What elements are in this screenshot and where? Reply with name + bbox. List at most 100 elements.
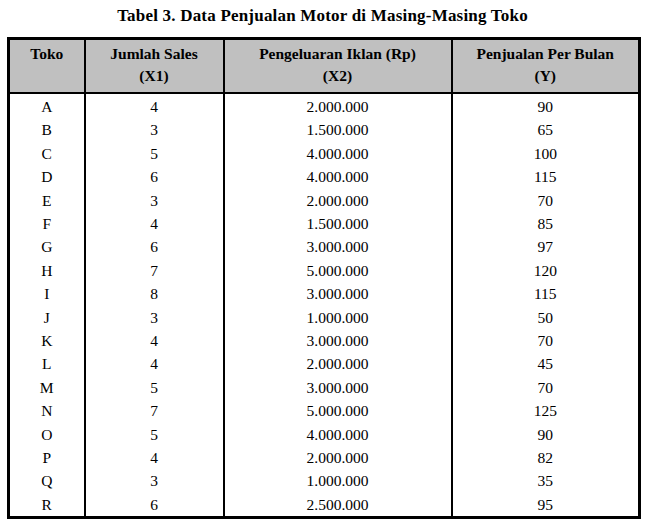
table-body: A42.000.00090B31.500.00065C54.000.000100… xyxy=(9,93,640,518)
cell-x2: 2.000.000 xyxy=(224,446,452,469)
table-row: I83.000.000115 xyxy=(9,282,640,305)
cell-y: 70 xyxy=(452,329,640,352)
cell-toko: B xyxy=(9,118,85,141)
column-header-penjualan-per-bulan: Penjualan Per Bulan (Y) xyxy=(452,39,640,93)
header-row: Toko Jumlah Sales (X1) Pengeluaran Iklan… xyxy=(9,39,640,93)
table-row: D64.000.000115 xyxy=(9,165,640,188)
table-row: R62.500.00095 xyxy=(9,493,640,518)
cell-y: 45 xyxy=(452,352,640,375)
cell-x1: 6 xyxy=(85,235,224,258)
column-header-sublabel: (Y) xyxy=(455,65,637,87)
cell-y: 82 xyxy=(452,446,640,469)
data-table: Toko Jumlah Sales (X1) Pengeluaran Iklan… xyxy=(7,37,641,519)
cell-toko: H xyxy=(9,259,85,282)
column-header-sublabel: (X2) xyxy=(227,65,449,87)
cell-y: 85 xyxy=(452,212,640,235)
cell-x1: 3 xyxy=(85,189,224,212)
cell-x2: 1.000.000 xyxy=(224,469,452,492)
cell-y: 115 xyxy=(452,165,640,188)
cell-x1: 4 xyxy=(85,329,224,352)
column-header-sublabel: (X1) xyxy=(88,65,221,87)
cell-x1: 3 xyxy=(85,118,224,141)
document-page: Tabel 3. Data Penjualan Motor di Masing-… xyxy=(0,0,645,523)
cell-toko: D xyxy=(9,165,85,188)
cell-y: 50 xyxy=(452,306,640,329)
table-row: J31.000.00050 xyxy=(9,306,640,329)
cell-toko: G xyxy=(9,235,85,258)
table-header: Toko Jumlah Sales (X1) Pengeluaran Iklan… xyxy=(9,39,640,93)
column-header-pengeluaran-iklan: Pengeluaran Iklan (Rp) (X2) xyxy=(224,39,452,93)
cell-x2: 4.000.000 xyxy=(224,142,452,165)
cell-y: 70 xyxy=(452,189,640,212)
cell-x1: 4 xyxy=(85,93,224,118)
cell-x2: 3.000.000 xyxy=(224,329,452,352)
cell-x2: 5.000.000 xyxy=(224,259,452,282)
cell-x2: 2.000.000 xyxy=(224,93,452,118)
column-header-label: Toko xyxy=(12,43,82,65)
cell-toko: F xyxy=(9,212,85,235)
table-row: E32.000.00070 xyxy=(9,189,640,212)
cell-toko: Q xyxy=(9,469,85,492)
cell-toko: R xyxy=(9,493,85,518)
cell-toko: J xyxy=(9,306,85,329)
cell-x2: 1.000.000 xyxy=(224,306,452,329)
table-row: G63.000.00097 xyxy=(9,235,640,258)
column-header-label: Pengeluaran Iklan (Rp) xyxy=(227,43,449,65)
table-row: H75.000.000120 xyxy=(9,259,640,282)
cell-x2: 2.000.000 xyxy=(224,352,452,375)
cell-x1: 6 xyxy=(85,165,224,188)
cell-x1: 8 xyxy=(85,282,224,305)
table-row: P42.000.00082 xyxy=(9,446,640,469)
table-row: F41.500.00085 xyxy=(9,212,640,235)
table-row: N75.000.000125 xyxy=(9,399,640,422)
table-row: C54.000.000100 xyxy=(9,142,640,165)
cell-toko: C xyxy=(9,142,85,165)
cell-y: 97 xyxy=(452,235,640,258)
cell-x2: 4.000.000 xyxy=(224,423,452,446)
column-header-label: Penjualan Per Bulan xyxy=(455,43,637,65)
column-header-jumlah-sales: Jumlah Sales (X1) xyxy=(85,39,224,93)
cell-x1: 4 xyxy=(85,212,224,235)
column-header-sublabel xyxy=(12,65,82,87)
cell-x1: 5 xyxy=(85,423,224,446)
cell-toko: I xyxy=(9,282,85,305)
cell-y: 115 xyxy=(452,282,640,305)
cell-y: 120 xyxy=(452,259,640,282)
cell-x1: 5 xyxy=(85,142,224,165)
table-row: Q31.000.00035 xyxy=(9,469,640,492)
cell-x1: 4 xyxy=(85,446,224,469)
cell-y: 100 xyxy=(452,142,640,165)
cell-toko: K xyxy=(9,329,85,352)
cell-x1: 6 xyxy=(85,493,224,518)
cell-toko: P xyxy=(9,446,85,469)
cell-y: 70 xyxy=(452,376,640,399)
cell-x2: 1.500.000 xyxy=(224,212,452,235)
cell-toko: O xyxy=(9,423,85,446)
cell-toko: M xyxy=(9,376,85,399)
table-title: Tabel 3. Data Penjualan Motor di Masing-… xyxy=(0,0,645,26)
cell-y: 90 xyxy=(452,423,640,446)
cell-y: 95 xyxy=(452,493,640,518)
cell-toko: N xyxy=(9,399,85,422)
cell-x1: 4 xyxy=(85,352,224,375)
cell-x2: 3.000.000 xyxy=(224,282,452,305)
table-row: O54.000.00090 xyxy=(9,423,640,446)
cell-x1: 3 xyxy=(85,306,224,329)
cell-x2: 3.000.000 xyxy=(224,235,452,258)
cell-toko: E xyxy=(9,189,85,212)
cell-x2: 4.000.000 xyxy=(224,165,452,188)
cell-toko: A xyxy=(9,93,85,118)
cell-y: 90 xyxy=(452,93,640,118)
cell-x2: 2.500.000 xyxy=(224,493,452,518)
cell-x1: 7 xyxy=(85,259,224,282)
cell-toko: L xyxy=(9,352,85,375)
cell-y: 35 xyxy=(452,469,640,492)
cell-y: 125 xyxy=(452,399,640,422)
cell-x1: 7 xyxy=(85,399,224,422)
cell-x2: 3.000.000 xyxy=(224,376,452,399)
cell-x1: 5 xyxy=(85,376,224,399)
cell-y: 65 xyxy=(452,118,640,141)
table-row: K43.000.00070 xyxy=(9,329,640,352)
table-row: B31.500.00065 xyxy=(9,118,640,141)
column-header-label: Jumlah Sales xyxy=(88,43,221,65)
